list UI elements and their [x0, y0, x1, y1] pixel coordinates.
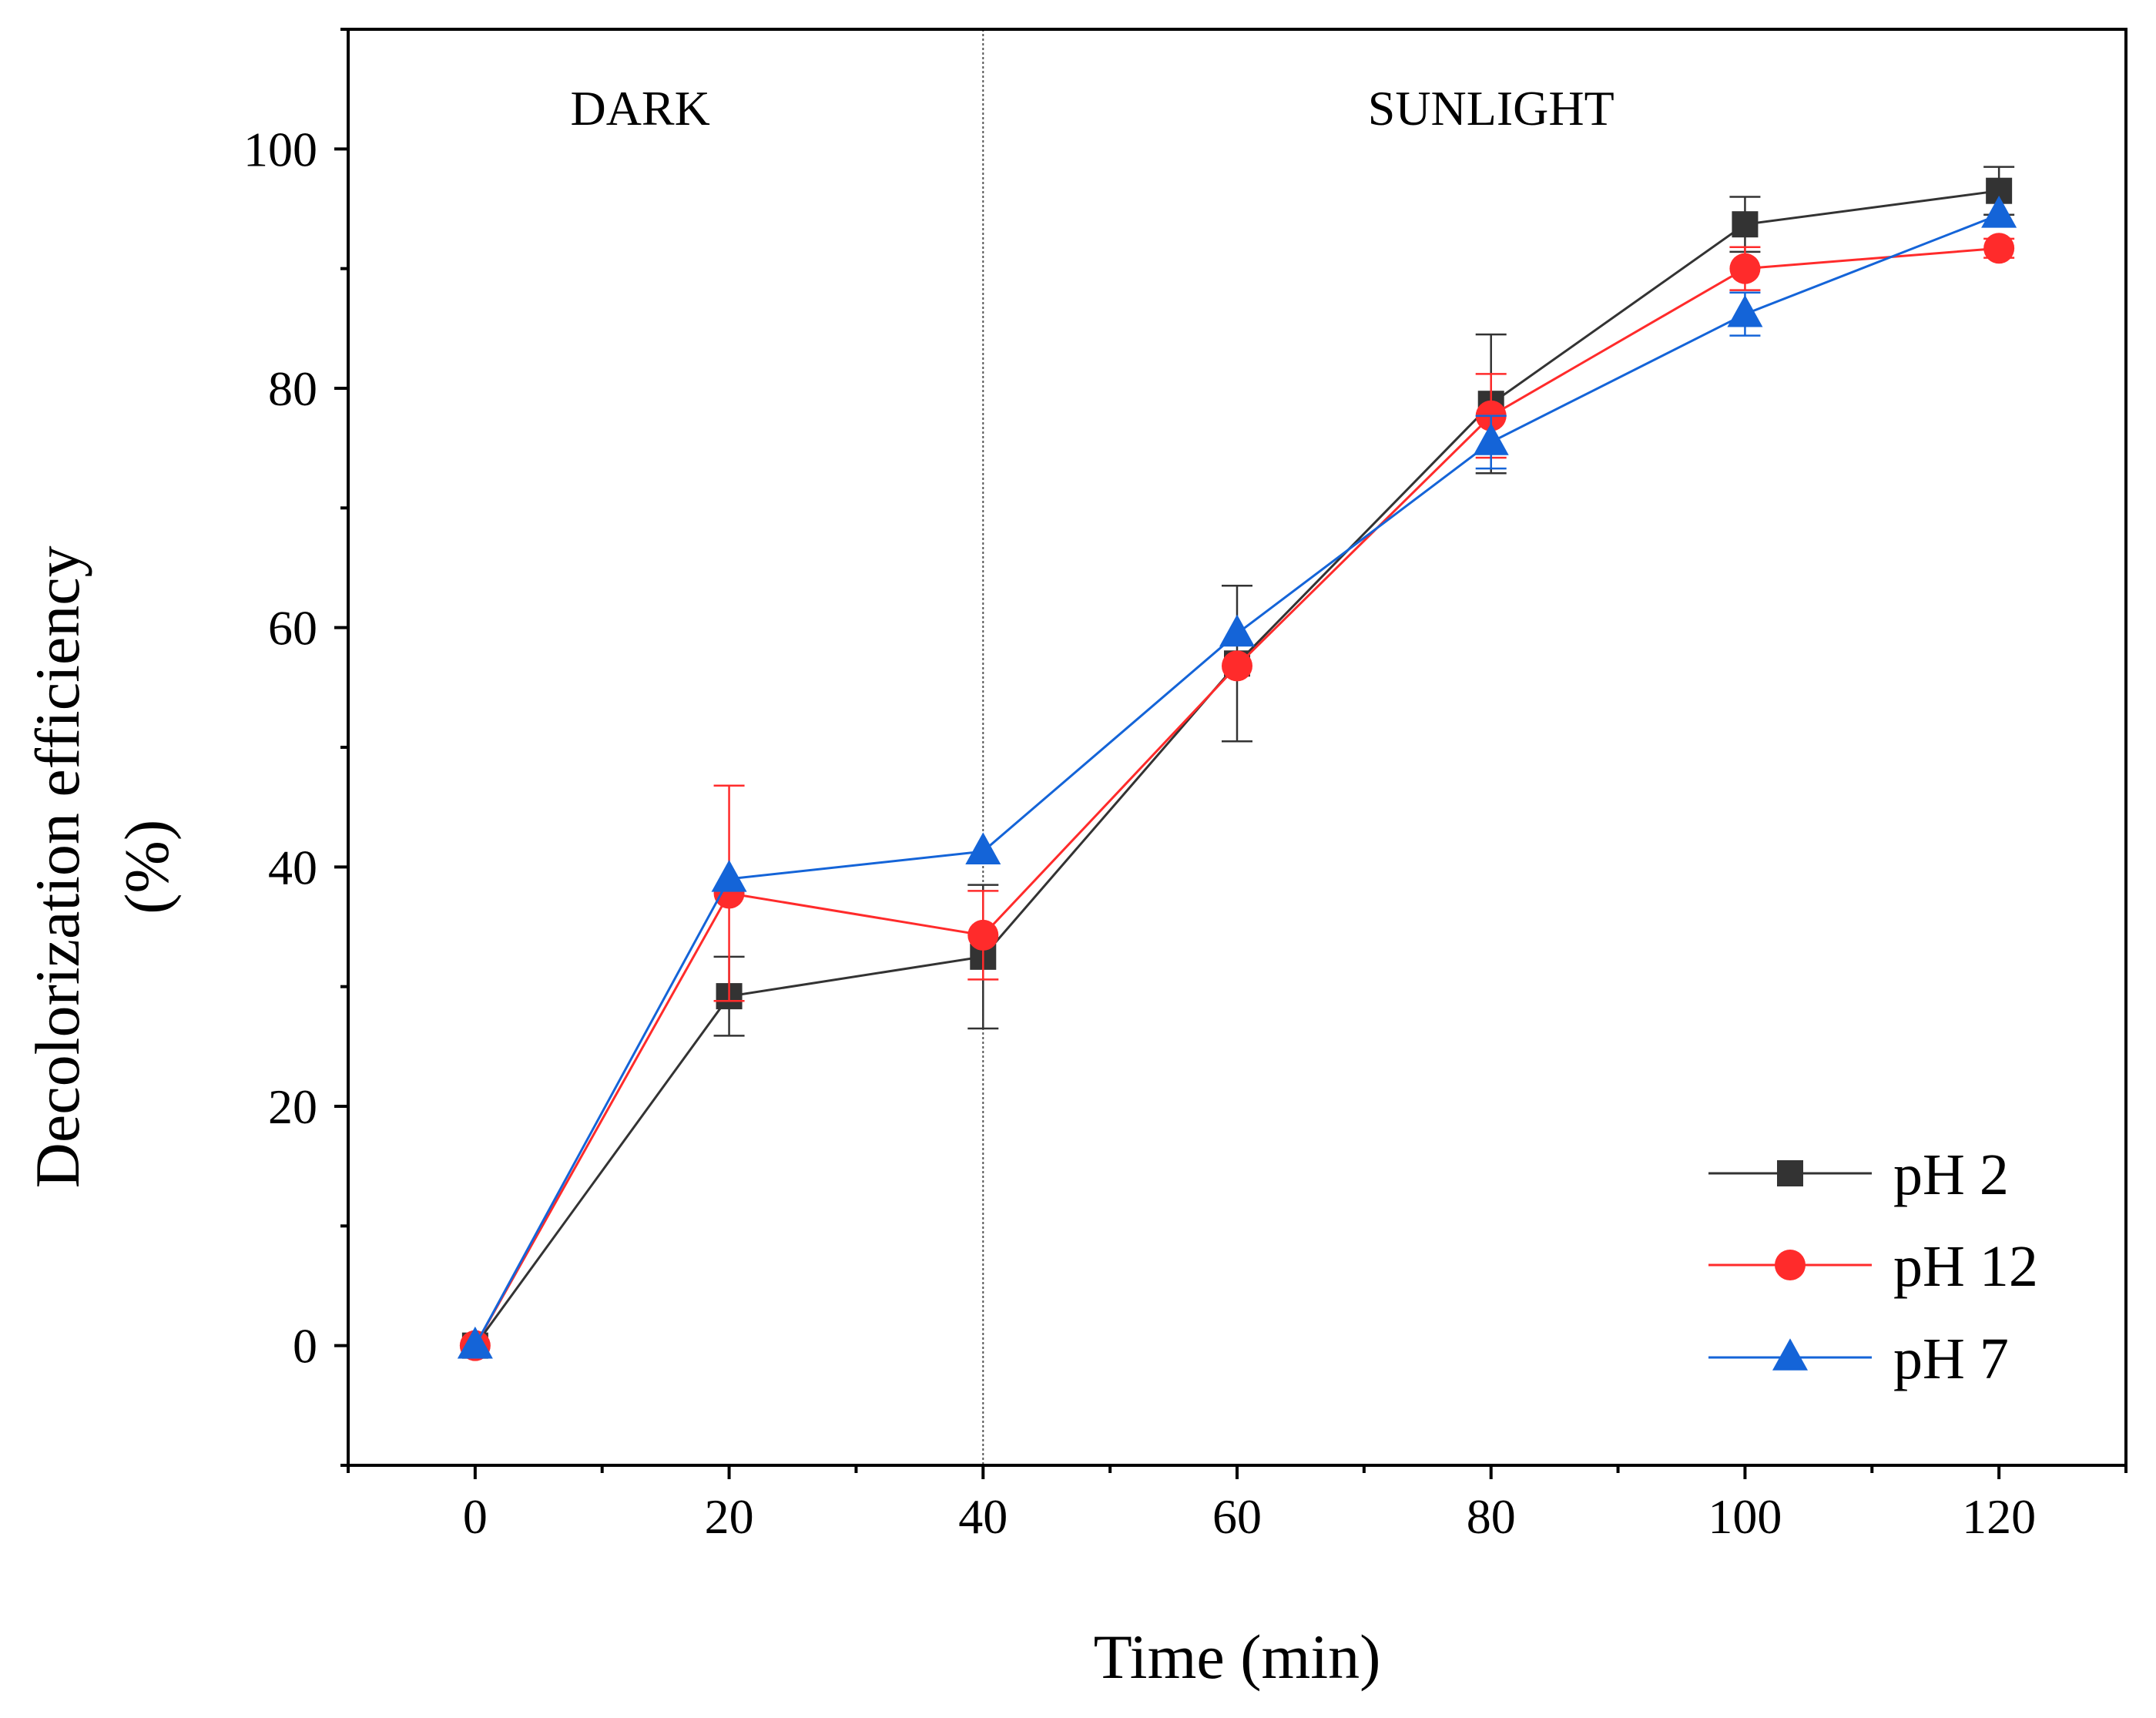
data-point-ph-7 [1219, 614, 1255, 647]
legend-label-ph-7: pH 7 [1893, 1327, 2009, 1391]
legend-marker-ph-2 [1777, 1160, 1803, 1186]
legend-item-ph-2: pH 2 [1708, 1143, 2009, 1207]
data-point-ph-7 [1473, 423, 1509, 455]
region-label-dark: DARK [570, 81, 709, 136]
data-point-ph-7 [711, 860, 747, 892]
x-tick-label: 120 [1962, 1489, 2036, 1544]
x-tick-label: 0 [463, 1489, 488, 1544]
axes-layer [347, 28, 2127, 1467]
y-tick-label: 40 [268, 840, 317, 894]
x-tick-label: 80 [1467, 1489, 1516, 1544]
series-line-ph-7 [474, 213, 2000, 1347]
labels-layer: Time (min) Decolorization efficiency (%) [22, 545, 1380, 1692]
y-tick-label: 100 [243, 122, 317, 176]
data-point-ph-7 [1981, 195, 2017, 228]
legend-item-ph-12: pH 12 [1708, 1234, 2038, 1299]
region-label-sunlight: SUNLIGHT [1368, 81, 1614, 136]
y-tick-label: 80 [268, 361, 317, 416]
data-point-ph-12 [1222, 650, 1252, 682]
plot-frame [347, 28, 2127, 1467]
divider-layer: DARK SUNLIGHT [570, 29, 1614, 1465]
x-tick-label: 100 [1708, 1489, 1782, 1544]
series-layer [457, 166, 2017, 1361]
y-tick-label: 0 [293, 1319, 317, 1374]
data-point-ph-7 [1727, 294, 1763, 327]
x-axis-title: Time (min) [1094, 1622, 1381, 1692]
legend: pH 2 pH 12 pH 7 [1708, 1143, 2038, 1391]
ticks-layer: 0 20 40 60 80 100 120 0 20 40 60 80 100 [243, 28, 2127, 1544]
series-line-ph-12 [474, 247, 2000, 1347]
legend-marker-ph-7 [1772, 1338, 1808, 1371]
data-point-ph-7 [965, 832, 1001, 864]
data-point-ph-12 [967, 919, 999, 951]
legend-label-ph-2: pH 2 [1893, 1143, 2009, 1207]
data-point-ph-12 [1729, 253, 1761, 284]
data-point-ph-7 [457, 1326, 493, 1359]
x-tick-label: 20 [705, 1489, 754, 1544]
y-tick-label: 60 [268, 601, 317, 656]
legend-label-ph-12: pH 12 [1893, 1234, 2038, 1299]
series-ph-12 [459, 233, 2015, 1361]
series-ph-7 [457, 195, 2017, 1359]
data-point-ph-2 [1732, 211, 1759, 238]
legend-item-ph-7: pH 7 [1708, 1327, 2009, 1391]
y-tick-label: 20 [268, 1079, 317, 1134]
legend-marker-ph-12 [1775, 1250, 1806, 1280]
x-tick-label: 60 [1212, 1489, 1262, 1544]
y-axis-title-unit: (%) [112, 820, 182, 914]
y-axis-title: Decolorization efficiency [22, 545, 92, 1188]
x-tick-label: 40 [958, 1489, 1008, 1544]
data-point-ph-12 [1983, 233, 2015, 264]
